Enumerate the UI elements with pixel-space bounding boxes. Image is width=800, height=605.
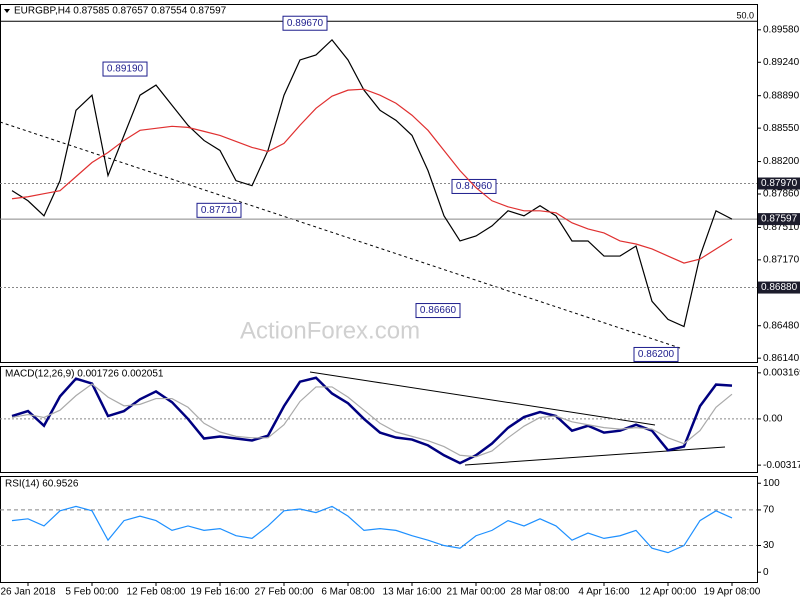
callout-box (196, 202, 242, 218)
callout-box (102, 61, 148, 77)
y-tick-label: 0.87170 (763, 255, 800, 266)
y-tick-label: 100 (763, 478, 780, 489)
y-tick-label: 30 (763, 540, 775, 551)
price-title: EURGBP,H4 0.87585 0.87657 0.87554 0.8759… (14, 6, 227, 17)
callout-label: 0.89190 (107, 64, 144, 75)
level-label: 50.0 (736, 11, 754, 21)
callout-box (415, 303, 461, 319)
price-frame (0, 4, 758, 363)
x-tick-label: 28 Mar 08:00 (511, 587, 570, 598)
x-tick-label: 12 Apr 00:00 (640, 587, 697, 598)
trend-line (309, 371, 656, 426)
y-tick-label: 0.00 (763, 414, 783, 425)
x-tick-label: 26 Jan 2018 (0, 587, 55, 598)
x-tick-label: 19 Feb 16:00 (191, 587, 250, 598)
callout-label: 0.87710 (201, 205, 238, 216)
y-tick-label: -0.003177 (763, 460, 800, 471)
y-tick-label: 0.88200 (763, 156, 800, 167)
x-tick-label: 5 Feb 00:00 (65, 587, 119, 598)
y-tick-label: 0.87510 (763, 222, 800, 233)
level-label-box (758, 213, 800, 226)
x-tick-label: 6 Mar 08:00 (321, 587, 375, 598)
callout-box (633, 346, 679, 362)
x-tick-label: 19 Apr 08:00 (704, 587, 761, 598)
level-label: 0.87597 (761, 214, 798, 225)
x-tick-label: 27 Feb 00:00 (255, 587, 314, 598)
y-tick-label: 0.003169 (763, 367, 800, 378)
rsi-frame (0, 476, 758, 583)
callout-label: 0.86200 (638, 349, 675, 360)
callout-box (451, 178, 497, 194)
y-tick-label: 0.87860 (763, 189, 800, 200)
y-tick-label: 70 (763, 505, 775, 516)
x-tick-label: 4 Apr 16:00 (578, 587, 630, 598)
y-tick-label: 0.89240 (763, 57, 800, 68)
x-tick-label: 21 Mar 00:00 (447, 587, 506, 598)
level-label: 0.87970 (761, 178, 798, 189)
y-tick-label: 0 (763, 567, 769, 578)
callout-label: 0.89670 (287, 18, 324, 29)
level-label-box (758, 177, 800, 190)
series-line (11, 383, 733, 458)
callout-box (282, 15, 328, 31)
series-line (11, 88, 733, 264)
series-line (11, 38, 733, 328)
rsi-title: RSI(14) 60.9526 (5, 479, 79, 490)
y-tick-label: 0.88550 (763, 123, 800, 134)
x-tick-label: 12 Feb 08:00 (127, 587, 186, 598)
x-tick-label: 13 Mar 16:00 (383, 587, 442, 598)
callout-label: 0.86660 (420, 305, 457, 316)
macd-frame (0, 366, 758, 473)
y-tick-label: 0.86480 (763, 320, 800, 331)
trend-line (464, 446, 726, 466)
y-tick-label: 0.89580 (763, 24, 800, 35)
series-line (11, 505, 733, 554)
menu-arrow (4, 9, 10, 13)
level-label-box (758, 281, 800, 294)
macd-title: MACD(12,26,9) 0.001726 0.002051 (5, 369, 164, 380)
level-label: 0.86880 (761, 282, 798, 293)
watermark: ActionForex.com (240, 317, 420, 344)
y-tick-label: 0.88890 (763, 90, 800, 101)
y-tick-label: 0.86140 (763, 353, 800, 364)
